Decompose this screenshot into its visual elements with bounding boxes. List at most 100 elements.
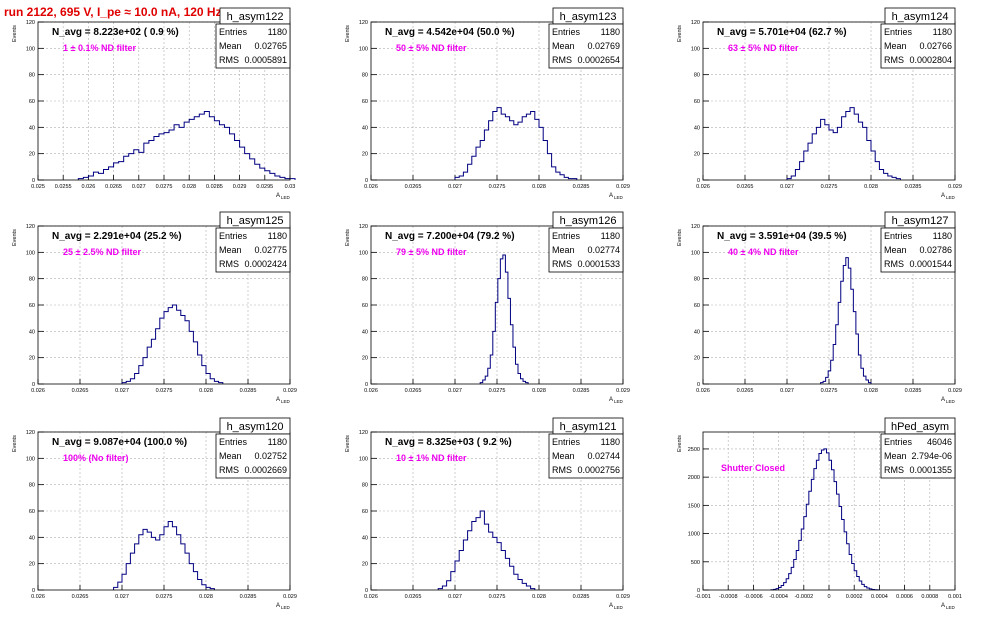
x-tick-label: 0.0275 [156,184,173,190]
stats-hist-name: h_asym126 [560,215,617,227]
y-tick-label: 60 [29,99,35,105]
panel-h_asym121: 0.026 0.0265 0.027 0.0275 0.028 0.0285 0.029 0 2… [345,417,630,610]
panel-h_asym126: 0.026 0.0265 0.027 0.0275 0.028 0.0285 0.029 0 2… [345,211,630,404]
x-tick-label: 0.0265 [737,184,754,190]
stats-value: 1180 [268,437,287,447]
x-tick-label: 0.029 [616,594,630,600]
y-axis-label: Events [345,229,351,246]
y-tick-label: 100 [691,46,700,52]
x-tick-label: 0.0285 [905,184,922,190]
y-tick-label: 40 [29,535,35,541]
x-tick-label: 0.0275 [489,594,506,600]
stats-label: Mean [219,245,242,255]
stats-box [880,227,956,273]
y-tick-label: 80 [29,73,35,79]
plot-frame [37,21,291,181]
stats-label: Entries [219,27,248,37]
stats-value: 1180 [601,437,620,447]
x-tick-label: 0.027 [132,184,146,190]
y-tick-label: 100 [359,46,368,52]
y-tick-label: 0 [32,382,35,388]
stats-value: 0.0001355 [909,465,952,475]
x-tick-label: 0.025 [31,184,45,190]
y-tick-label: 500 [691,560,700,566]
x-tick-label: 0.0004 [871,594,888,600]
y-tick-label: 120 [26,20,35,26]
y-tick-label: 0 [365,178,368,184]
stats-box [880,23,956,69]
navg-label: N_avg = 4.542e+04 (50.0 %) [385,27,515,38]
y-tick-label: 40 [362,535,368,541]
plot-frame [370,431,624,591]
stats-hist-name: h_asym122 [227,11,284,23]
y-axis-label: Events [677,435,683,452]
x-tick-label: 0.026 [31,594,45,600]
x-tick-label: 0.026 [364,594,378,600]
stats-label: Mean [552,451,575,461]
x-tick-label: 0.027 [115,594,129,600]
filter-note: 25 ± 2.5% ND filter [63,247,141,257]
x-axis-subscript: LED [281,399,291,404]
stats-label: Mean [552,41,575,51]
x-tick-label: 0.027 [780,184,794,190]
x-tick-label: 0.0265 [72,594,89,600]
stats-label: RMS [219,259,239,269]
stats-value: 46046 [927,437,952,447]
x-tick-label: 0.027 [115,388,129,394]
x-tick-label: 0.026 [364,184,378,190]
x-tick-label: 0.026 [31,388,45,394]
stats-value: 0.02775 [254,245,287,255]
x-tick-label: 0.028 [532,388,546,394]
filter-note: Shutter Closed [721,463,785,473]
stats-label: Entries [219,231,248,241]
x-tick-label: -0.0004 [769,594,788,600]
y-axis-label: Events [12,25,18,42]
y-tick-label: 80 [29,483,35,489]
stats-value: 1180 [601,231,620,241]
y-tick-label: 0 [32,588,35,594]
stats-label: Entries [552,437,581,447]
y-tick-label: 120 [26,430,35,436]
x-tick-label: 0.0275 [156,388,173,394]
y-tick-label: 60 [362,303,368,309]
histogram-series [479,254,529,384]
stats-value: 0.0005891 [244,55,287,65]
y-axis-label: Events [345,435,351,452]
x-tick-label: 0.029 [283,388,297,394]
y-tick-label: 60 [29,303,35,309]
y-tick-label: 120 [691,224,700,230]
y-tick-label: 100 [691,250,700,256]
x-axis-subscript: LED [946,605,956,610]
x-tick-label: 0.0008 [921,594,938,600]
stats-label: Entries [552,231,581,241]
stats-box [215,433,291,479]
plot-frame [702,21,956,181]
histogram-series [820,257,872,384]
stats-box [215,227,291,273]
x-axis-subscript: LED [614,195,624,200]
stats-value: 0.0002804 [909,55,952,65]
x-tick-label: 0.027 [448,388,462,394]
y-tick-label: 120 [691,20,700,26]
stats-label: Entries [219,437,248,447]
x-tick-label: 0.0285 [573,388,590,394]
stats-value: 0.0002654 [577,55,620,65]
navg-label: N_avg = 8.223e+02 ( 0.9 %) [52,27,179,38]
x-axis-label: A [276,397,280,403]
stats-value: 1180 [933,27,952,37]
histogram-series [437,510,536,590]
y-tick-label: 60 [694,303,700,309]
y-tick-label: 100 [26,46,35,52]
stats-box [548,433,624,479]
y-tick-label: 20 [29,562,35,568]
y-tick-label: 80 [362,73,368,79]
y-tick-label: 20 [694,356,700,362]
x-tick-label: 0.0275 [821,388,838,394]
x-tick-label: -0.001 [695,594,711,600]
x-tick-label: 0.0275 [489,388,506,394]
stats-value: 1180 [933,231,952,241]
x-tick-label: 0.028 [199,388,213,394]
x-tick-label: 0.028 [199,594,213,600]
x-tick-label: 0.028 [532,184,546,190]
x-tick-label: 0.029 [616,388,630,394]
